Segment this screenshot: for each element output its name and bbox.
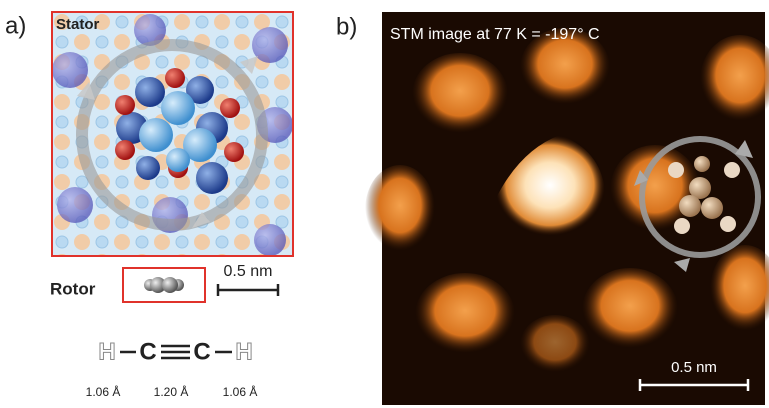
- bond-length: 1.06 Å: [223, 384, 258, 399]
- scale-bar: [218, 284, 278, 296]
- figure: a) Stator Rotor 0.5 nm H C C H 1.0: [0, 0, 769, 408]
- panel-label: a): [5, 12, 26, 39]
- scale-label: 0.5 nm: [671, 359, 717, 376]
- panel-label: b): [336, 13, 357, 40]
- stator-image: [52, 12, 293, 256]
- stator-label: Stator: [56, 16, 100, 33]
- atom: H: [235, 338, 252, 365]
- rotor-label: Rotor: [50, 279, 96, 298]
- stm-image: [365, 12, 769, 405]
- image-caption: STM image at 77 K = -197° C: [390, 26, 600, 43]
- atom: H: [98, 338, 115, 365]
- bond-length: 1.06 Å: [86, 384, 121, 399]
- atom: C: [139, 338, 156, 365]
- bonds: [120, 346, 232, 358]
- page: a) Stator Rotor 0.5 nm H C C H 1.0: [0, 0, 769, 408]
- bond-length: 1.20 Å: [154, 384, 189, 399]
- scale-label: 0.5 nm: [224, 263, 273, 280]
- atom: C: [193, 338, 210, 365]
